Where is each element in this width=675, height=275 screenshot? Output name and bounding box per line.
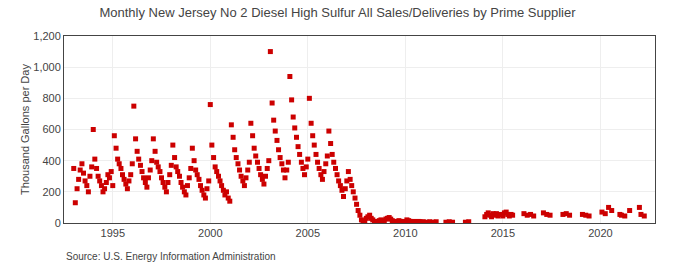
svg-text:Source: U.S. Energy Informatio: Source: U.S. Energy Information Administ… — [66, 251, 276, 262]
svg-text:800: 800 — [42, 92, 60, 104]
svg-text:2020: 2020 — [588, 227, 612, 239]
svg-text:1,000: 1,000 — [33, 61, 61, 73]
svg-text:2000: 2000 — [198, 227, 222, 239]
svg-text:2005: 2005 — [296, 227, 320, 239]
svg-text:400: 400 — [42, 155, 60, 167]
svg-text:2010: 2010 — [393, 227, 417, 239]
svg-text:Thousand Gallons per Day: Thousand Gallons per Day — [19, 64, 31, 195]
svg-text:Monthly New Jersey No 2 Diesel: Monthly New Jersey No 2 Diesel High Sulf… — [99, 5, 576, 20]
svg-text:600: 600 — [42, 123, 60, 135]
svg-text:200: 200 — [42, 186, 60, 198]
svg-text:1995: 1995 — [101, 227, 125, 239]
svg-text:1,200: 1,200 — [33, 30, 61, 42]
svg-text:0: 0 — [55, 217, 61, 229]
svg-text:2015: 2015 — [491, 227, 515, 239]
